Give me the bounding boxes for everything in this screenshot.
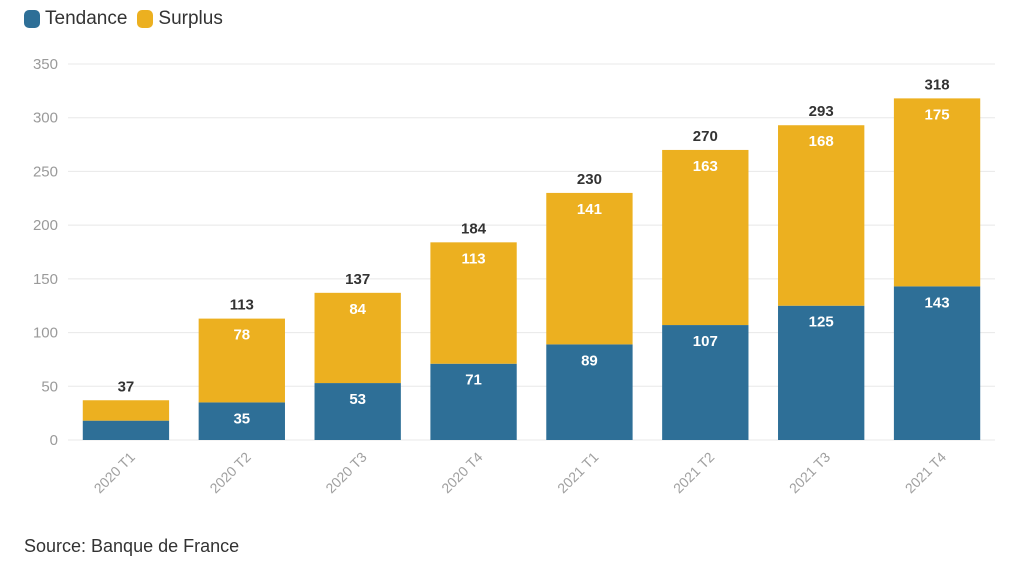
total-label: 270 xyxy=(693,128,718,145)
bar-tendance xyxy=(893,286,981,440)
y-tick-label: 200 xyxy=(33,217,58,234)
bar-tendance xyxy=(778,305,865,440)
y-tick-label: 150 xyxy=(33,271,58,288)
source-note: Source: Banque de France xyxy=(24,536,240,556)
bar-tendance xyxy=(82,420,170,440)
y-tick-label: 350 xyxy=(33,56,58,73)
total-label: 230 xyxy=(577,171,602,188)
legend-label-surplus: Surplus xyxy=(158,8,223,29)
bar-surplus xyxy=(430,242,517,364)
legend-swatch-surplus xyxy=(137,10,154,28)
bar-tendance xyxy=(430,363,517,440)
y-tick-label: 0 xyxy=(50,432,58,449)
legend-label-tendance: Tendance xyxy=(45,8,128,29)
data-label-surplus: 78 xyxy=(233,327,250,344)
bar-surplus xyxy=(198,318,285,403)
data-label-tendance: 35 xyxy=(233,410,250,427)
total-label: 293 xyxy=(809,103,834,120)
data-label-surplus: 163 xyxy=(693,158,718,175)
x-tick-label: 2021 T2 xyxy=(670,449,718,497)
total-label: 318 xyxy=(925,76,950,93)
legend: Tendance Surplus xyxy=(24,8,223,30)
y-tick-label: 300 xyxy=(33,110,58,127)
total-label: 184 xyxy=(461,220,487,237)
bar-tendance xyxy=(198,402,285,440)
legend-item-surplus: Surplus xyxy=(137,8,223,30)
x-tick-label: 2021 T1 xyxy=(554,449,602,497)
y-tick-label: 50 xyxy=(41,378,58,395)
data-label-tendance: 107 xyxy=(693,333,718,350)
bar-surplus xyxy=(778,125,865,306)
total-label: 137 xyxy=(345,271,370,288)
bar-surplus xyxy=(546,192,633,345)
total-label: 37 xyxy=(118,378,135,395)
total-label: 113 xyxy=(230,297,254,314)
legend-item-tendance: Tendance xyxy=(24,8,127,30)
bar-tendance xyxy=(314,383,401,440)
data-label-surplus: 113 xyxy=(461,250,485,267)
x-tick-label: 2021 T4 xyxy=(902,449,950,497)
stacked-bar-chart: 0 50 100 150 200 250 300 350 37 2020 T1 35 78 113 202… xyxy=(33,56,995,497)
bar-surplus xyxy=(893,98,981,287)
bar-surplus xyxy=(314,292,401,384)
data-label-surplus: 175 xyxy=(925,106,950,123)
bar-surplus xyxy=(82,400,170,421)
data-label-tendance: 143 xyxy=(925,294,950,311)
data-label-surplus: 168 xyxy=(809,133,834,150)
legend-swatch-tendance xyxy=(24,10,40,28)
data-label-tendance: 89 xyxy=(581,352,598,369)
x-tick-label: 2020 T2 xyxy=(206,449,254,497)
y-tick-label: 100 xyxy=(33,325,58,342)
x-tick-label: 2020 T4 xyxy=(438,449,486,497)
y-tick-label: 250 xyxy=(33,163,58,180)
bar-surplus xyxy=(662,149,749,326)
data-label-surplus: 141 xyxy=(577,201,602,218)
bar-tendance xyxy=(662,325,749,440)
data-label-tendance: 125 xyxy=(809,314,834,331)
data-label-surplus: 84 xyxy=(349,301,366,318)
bar-tendance xyxy=(546,344,633,440)
data-label-tendance: 53 xyxy=(349,391,366,408)
x-tick-label: 2020 T1 xyxy=(91,449,139,497)
x-tick-label: 2020 T3 xyxy=(322,449,370,497)
data-label-tendance: 71 xyxy=(465,372,482,389)
x-tick-label: 2021 T3 xyxy=(786,449,834,497)
